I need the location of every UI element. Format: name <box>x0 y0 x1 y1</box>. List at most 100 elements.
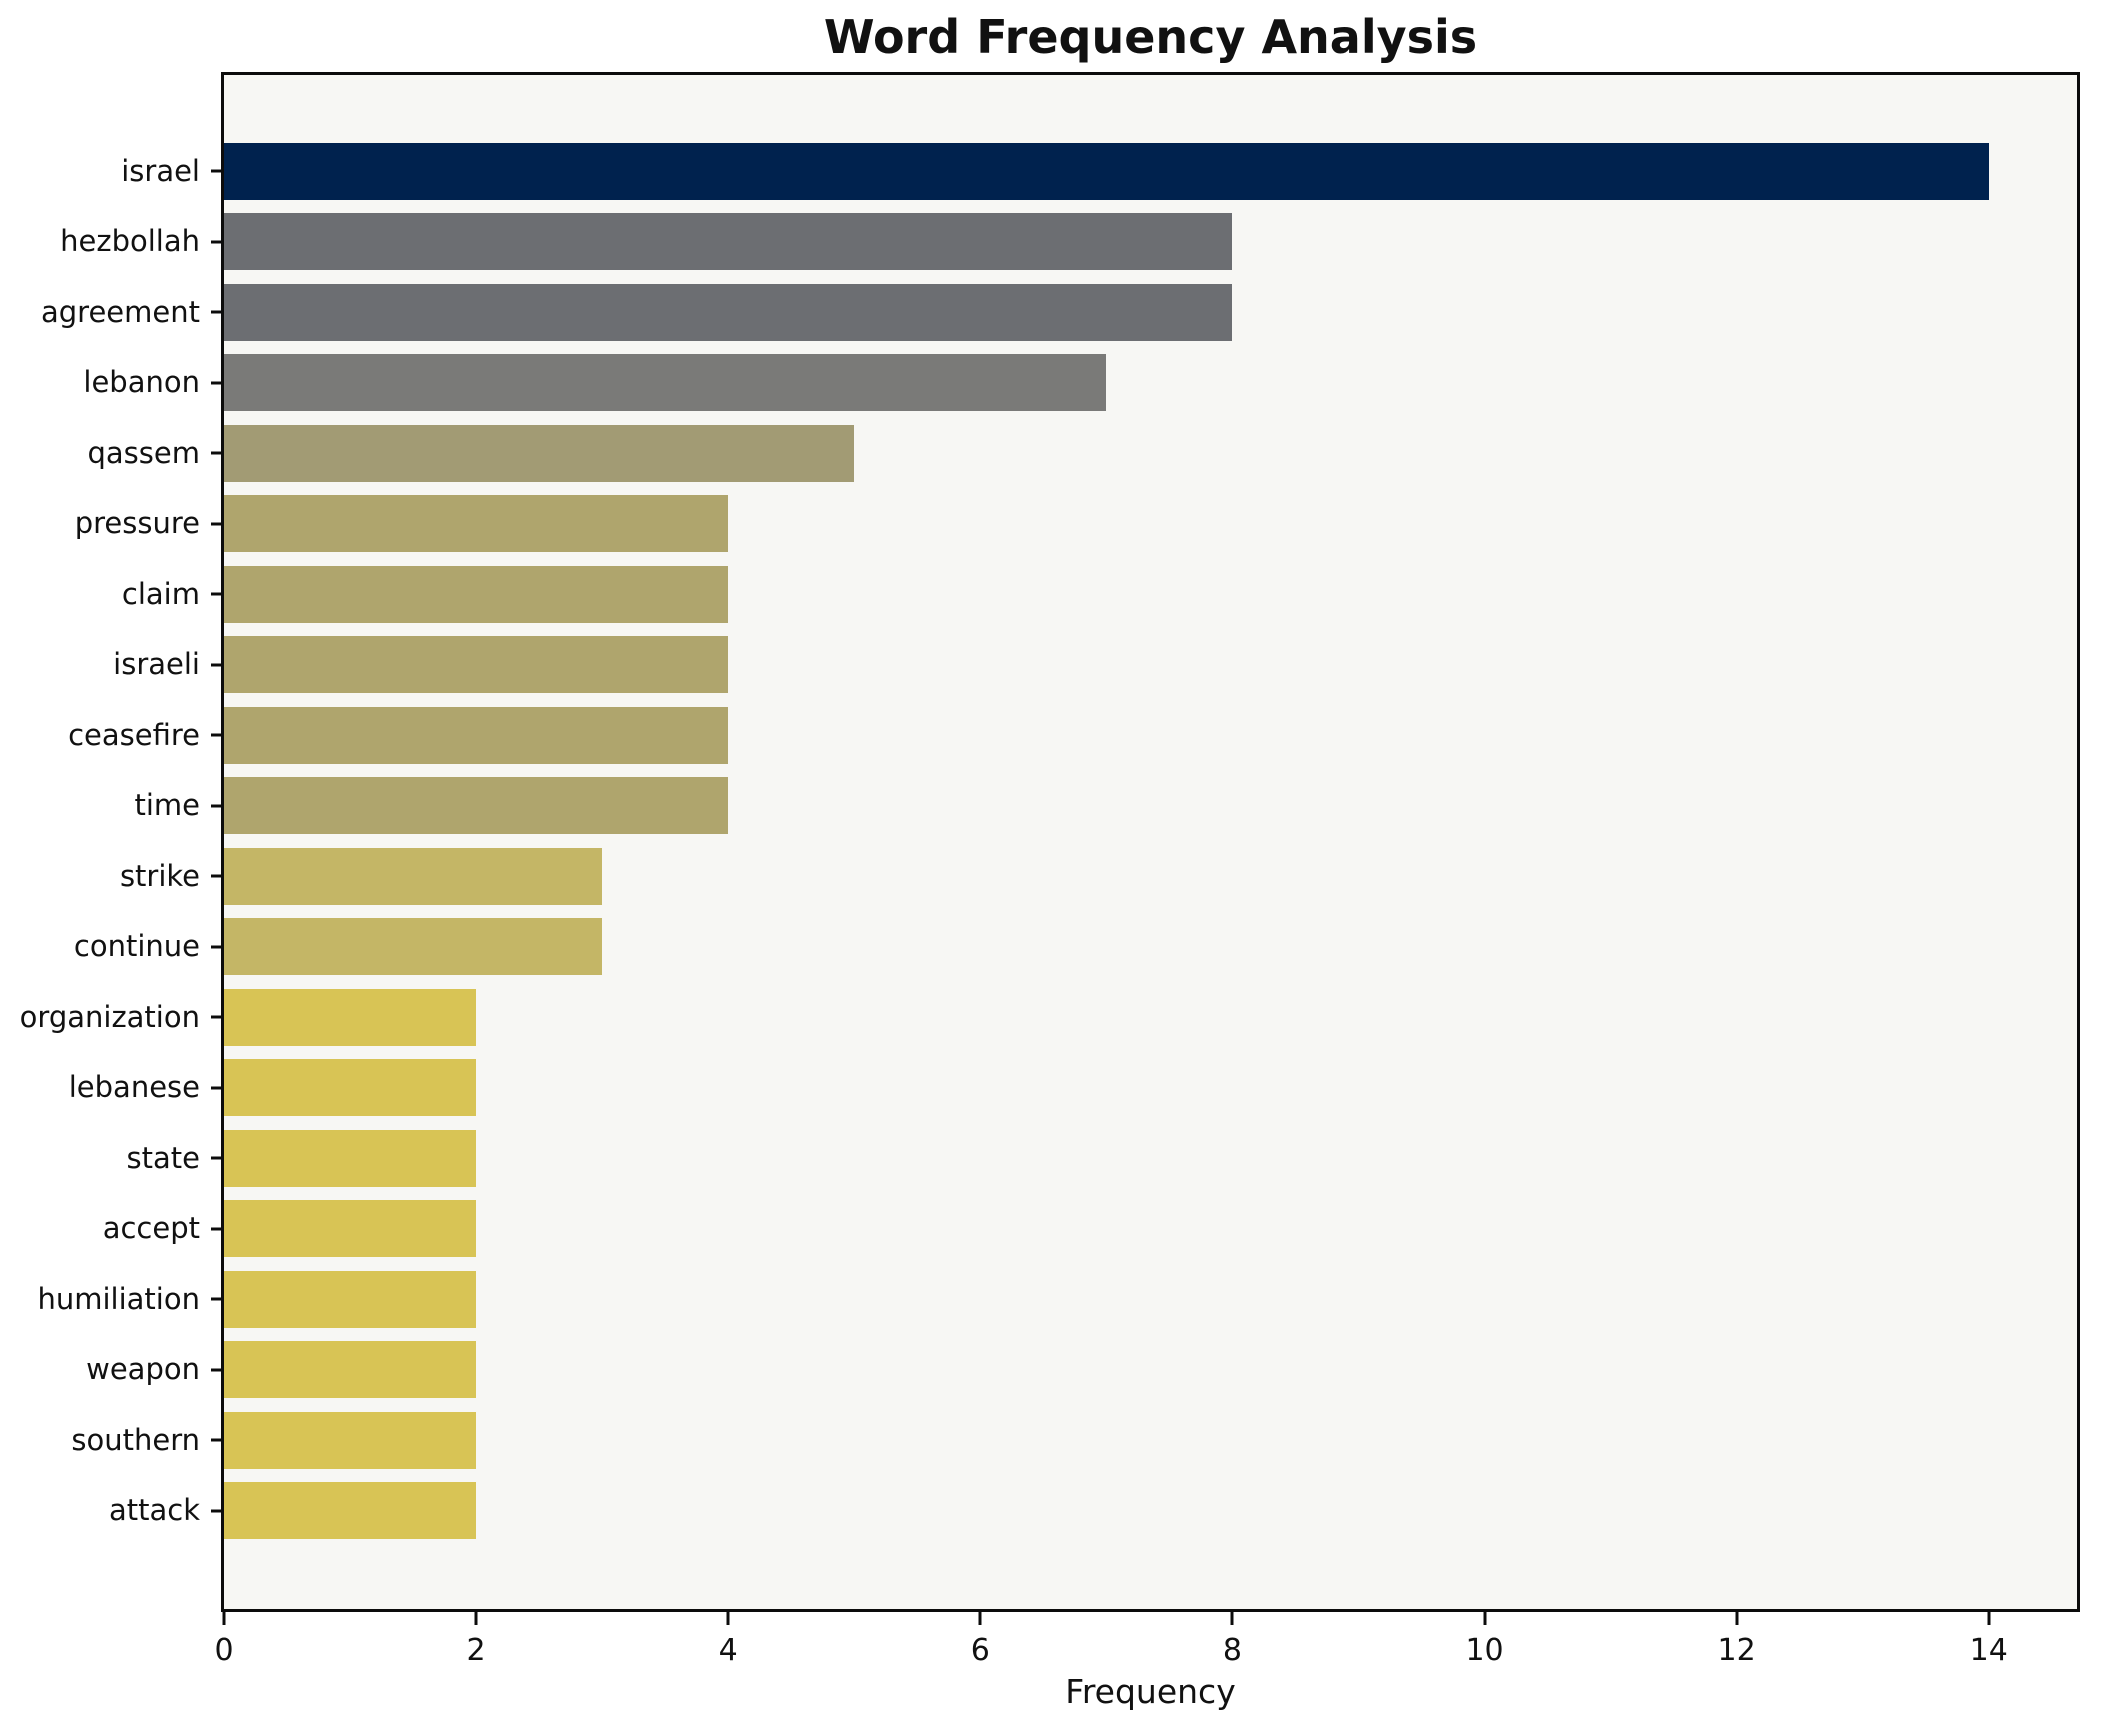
y-tick-mark <box>211 1015 222 1019</box>
bar-southern <box>224 1411 477 1469</box>
y-axis-label: weapon <box>86 1352 200 1387</box>
x-tick-mark <box>1230 1612 1234 1625</box>
x-tick-label: 4 <box>718 1633 738 1668</box>
y-axis-label: time <box>134 788 200 823</box>
y-axis-label: lebanese <box>68 1070 200 1105</box>
y-axis-label: israeli <box>113 647 200 682</box>
y-tick-mark <box>211 240 222 244</box>
bar-row: weapon <box>86 1335 2077 1406</box>
bar-row: state <box>127 1123 2077 1194</box>
bar-row: israeli <box>113 630 2077 701</box>
x-tick-mark <box>222 1612 226 1625</box>
bar-humiliation <box>224 1270 477 1328</box>
y-axis-label: strike <box>119 858 200 893</box>
bar-row: pressure <box>75 489 2077 560</box>
bar-agreement <box>224 283 1233 341</box>
y-axis-label: claim <box>121 576 200 611</box>
bar-row: agreement <box>41 277 2077 348</box>
bar-weapon <box>224 1341 477 1399</box>
y-axis-label: southern <box>71 1422 200 1457</box>
y-tick-mark <box>211 1297 222 1301</box>
y-axis-label: accept <box>102 1211 200 1246</box>
x-tick-mark <box>1735 1612 1739 1625</box>
bar-lebanese <box>224 1059 477 1117</box>
y-tick-mark <box>211 1227 222 1231</box>
y-tick-mark <box>211 1509 222 1513</box>
y-axis-label: state <box>126 1140 200 1175</box>
y-tick-mark <box>211 522 222 526</box>
y-tick-mark <box>211 733 222 737</box>
y-axis-label: israel <box>121 153 200 188</box>
y-tick-mark <box>211 451 222 455</box>
bar-qassem <box>224 424 855 482</box>
y-axis-label: pressure <box>74 506 200 541</box>
y-tick-mark <box>211 1086 222 1090</box>
y-axis-label: ceasefire <box>68 717 200 752</box>
x-tick-label: 6 <box>970 1633 990 1668</box>
x-tick-mark <box>1483 1612 1487 1625</box>
y-tick-mark <box>211 1368 222 1372</box>
bar-strike <box>224 847 603 905</box>
bar-israel <box>224 142 1989 200</box>
x-tick-label: 8 <box>1222 1633 1242 1668</box>
bar-row: qassem <box>88 418 2077 489</box>
bar-hezbollah <box>224 213 1233 271</box>
y-tick-mark <box>211 592 222 596</box>
y-tick-mark <box>211 1156 222 1160</box>
x-tick-label: 14 <box>1969 1633 2008 1668</box>
x-tick-mark <box>474 1612 478 1625</box>
bar-accept <box>224 1200 477 1258</box>
bar-row: lebanon <box>83 348 2077 419</box>
bar-row: humiliation <box>37 1264 2077 1335</box>
plot-area: israel hezbollah agreement lebanon qassem pre… <box>20 72 2080 1612</box>
y-axis-label: continue <box>73 929 200 964</box>
y-tick-mark <box>211 381 222 385</box>
y-tick-mark <box>211 1438 222 1442</box>
bar-row: attack <box>109 1476 2077 1547</box>
chart-title: Word Frequency Analysis <box>823 10 1478 64</box>
x-axis: 0 2 4 6 8 10 12 14 <box>214 1612 2077 1712</box>
bar-row: accept <box>103 1194 2077 1265</box>
x-tick-label: 10 <box>1465 1633 1504 1668</box>
bar-claim <box>224 565 729 623</box>
bar-row: southern <box>71 1405 2077 1476</box>
x-tick-mark <box>1987 1612 1991 1625</box>
bar-row: lebanese <box>69 1053 2077 1124</box>
y-tick-mark <box>211 663 222 667</box>
y-tick-mark <box>211 945 222 949</box>
y-axis-label: hezbollah <box>60 224 200 259</box>
bar-row: continue <box>74 912 2077 983</box>
bar-attack <box>224 1482 477 1540</box>
x-axis-title: Frequency <box>1065 1672 1236 1711</box>
bar-row: ceasefire <box>68 700 2077 771</box>
y-axis-label: lebanon <box>83 365 200 400</box>
y-axis-label: agreement <box>41 294 200 329</box>
bar-row: israel <box>121 136 2077 207</box>
bar-row: claim <box>122 559 2077 630</box>
bars-container: israel hezbollah agreement lebanon qassem pre… <box>20 136 2077 1547</box>
bar-time <box>224 777 729 835</box>
y-tick-mark <box>211 804 222 808</box>
x-tick-mark <box>726 1612 730 1625</box>
bar-row: time <box>134 771 2077 842</box>
bar-ceasefire <box>224 706 729 764</box>
bar-continue <box>224 918 603 976</box>
bar-row: strike <box>120 841 2077 912</box>
y-axis-label: qassem <box>87 435 201 470</box>
y-tick-mark <box>211 310 222 314</box>
y-axis-label: organization <box>19 999 200 1034</box>
y-tick-mark <box>211 874 222 878</box>
y-axis-label: attack <box>108 1493 200 1528</box>
x-tick-label: 2 <box>466 1633 486 1668</box>
x-tick-label: 12 <box>1717 1633 1756 1668</box>
y-axis-label: humiliation <box>37 1281 200 1316</box>
y-tick-mark <box>211 169 222 173</box>
x-tick-mark <box>978 1612 982 1625</box>
bar-israeli <box>224 636 729 694</box>
bar-row: organization <box>20 982 2077 1053</box>
bar-pressure <box>224 495 729 553</box>
bar-state <box>224 1129 477 1187</box>
bar-lebanon <box>224 354 1107 412</box>
bar-organization <box>224 988 477 1046</box>
